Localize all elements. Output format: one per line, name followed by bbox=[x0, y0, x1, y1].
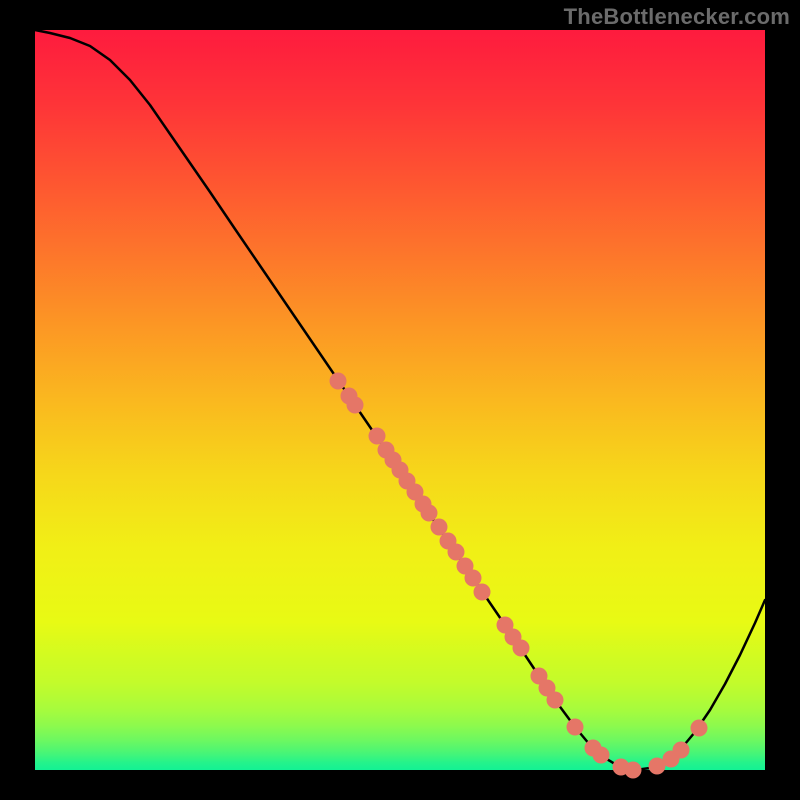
curve-marker bbox=[421, 505, 438, 522]
curve-marker bbox=[330, 373, 347, 390]
plot-background-gradient bbox=[35, 30, 765, 770]
curve-marker bbox=[431, 519, 448, 536]
chart-container: { "watermark": { "text": "TheBottlenecke… bbox=[0, 0, 800, 800]
bottleneck-curve-chart bbox=[0, 0, 800, 800]
curve-marker bbox=[691, 720, 708, 737]
curve-marker bbox=[347, 397, 364, 414]
curve-marker bbox=[625, 762, 642, 779]
curve-marker bbox=[474, 584, 491, 601]
curve-marker bbox=[673, 742, 690, 759]
curve-marker bbox=[513, 640, 530, 657]
curve-marker bbox=[593, 747, 610, 764]
curve-marker bbox=[369, 428, 386, 445]
curve-marker bbox=[465, 570, 482, 587]
curve-marker bbox=[448, 544, 465, 561]
curve-marker bbox=[547, 692, 564, 709]
curve-marker bbox=[567, 719, 584, 736]
watermark-text: TheBottlenecker.com bbox=[564, 4, 790, 30]
